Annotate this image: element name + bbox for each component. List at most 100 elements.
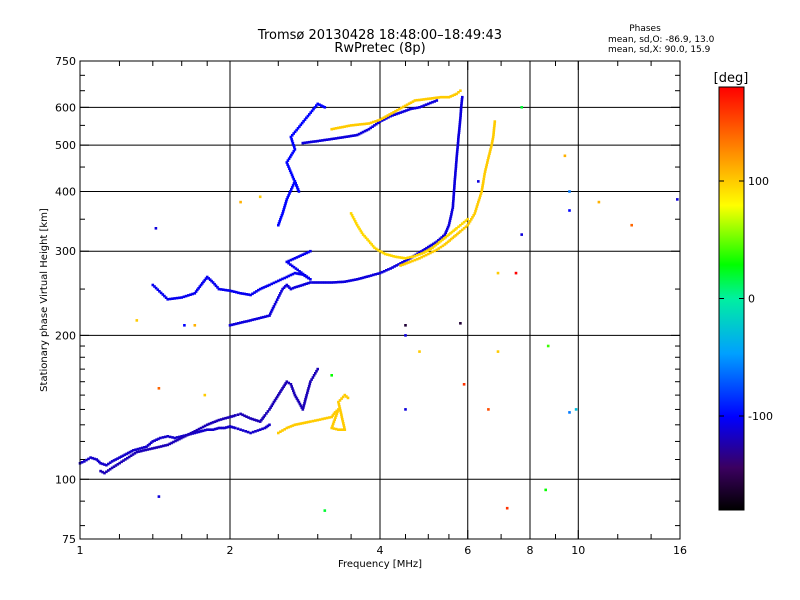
trace-point	[282, 385, 285, 388]
trace-point	[382, 116, 386, 119]
trace-point	[374, 120, 377, 123]
trace-point	[263, 414, 267, 417]
trace-point	[182, 295, 186, 299]
trace-point	[440, 236, 443, 239]
trace-point	[125, 452, 128, 456]
trace-point	[403, 109, 406, 113]
trace-point	[343, 428, 347, 431]
trace-point	[378, 118, 382, 122]
trace-point	[468, 220, 472, 223]
trace-point	[460, 104, 463, 107]
trace-point	[321, 417, 324, 421]
trace-point	[405, 259, 408, 262]
colorbar-tick-label: -100	[748, 410, 773, 423]
trace-point	[457, 133, 460, 137]
trace-point	[401, 263, 404, 267]
trace-point	[297, 422, 301, 426]
trace-point	[358, 227, 361, 231]
trace-point	[286, 159, 290, 162]
trace-point	[251, 318, 254, 322]
trace-point	[358, 123, 362, 126]
trace-point	[216, 286, 219, 289]
trace-point	[334, 137, 338, 140]
trace-point	[328, 138, 331, 141]
trace-point	[290, 186, 294, 189]
trace-point	[209, 428, 213, 431]
trace-point	[148, 447, 152, 451]
trace-point	[372, 273, 375, 277]
trace-point	[309, 111, 312, 114]
trace-point	[393, 113, 396, 116]
trace-point	[480, 190, 483, 193]
trace-point	[314, 419, 317, 422]
trace-point	[234, 322, 238, 326]
trace-point	[349, 124, 353, 127]
trace-point	[289, 263, 292, 266]
trace-point	[311, 281, 315, 284]
trace-point	[180, 436, 183, 440]
scatter-point	[258, 195, 262, 199]
trace-point	[171, 436, 174, 439]
trace-point	[334, 414, 338, 417]
trace-point	[353, 278, 357, 281]
trace-point	[309, 249, 312, 253]
trace-point	[247, 319, 250, 323]
trace-point	[210, 279, 213, 283]
trace-point	[456, 232, 459, 236]
trace-point	[85, 458, 88, 462]
trace-point	[146, 448, 150, 451]
scatter-point	[520, 233, 523, 236]
trace-point	[197, 427, 201, 431]
trace-point	[471, 216, 474, 219]
trace-point	[451, 202, 455, 205]
trace-point	[420, 252, 423, 255]
trace-point	[302, 120, 305, 123]
trace-point	[157, 437, 160, 441]
trace-point	[281, 287, 284, 291]
trace-point	[89, 456, 92, 459]
trace-point	[347, 135, 351, 138]
trace-point	[443, 233, 447, 236]
trace-point	[424, 97, 428, 101]
trace-point	[413, 99, 417, 102]
trace-point	[446, 227, 449, 231]
trace-point	[464, 225, 468, 229]
trace-point	[291, 286, 295, 290]
trace-point	[479, 194, 482, 198]
trace-point	[459, 112, 462, 115]
trace-point	[143, 446, 146, 449]
trace-point	[305, 421, 308, 424]
trace-point	[460, 99, 464, 103]
trace-point	[204, 277, 208, 280]
trace-point	[293, 286, 297, 289]
trace-point	[334, 281, 338, 284]
trace-point	[145, 445, 148, 448]
trace-point	[293, 271, 297, 275]
trace-point	[163, 294, 166, 298]
trace-point	[114, 458, 118, 461]
scatter-point	[514, 271, 518, 275]
trace-point	[369, 274, 373, 277]
x-tick-label: 4	[377, 544, 384, 557]
trace-point	[205, 428, 209, 431]
trace-point	[419, 250, 423, 253]
trace-point	[449, 215, 453, 218]
trace-point	[213, 282, 216, 286]
trace-point	[459, 224, 462, 227]
trace-point	[266, 284, 269, 288]
trace-point	[303, 274, 307, 277]
scatter-point	[239, 200, 242, 204]
trace-point	[277, 222, 281, 225]
trace-point	[421, 249, 425, 252]
trace-point	[277, 431, 280, 435]
trace-point	[492, 129, 496, 132]
trace-point	[390, 112, 393, 115]
trace-point	[116, 457, 119, 460]
trace-point	[435, 99, 439, 102]
trace-point	[318, 103, 321, 106]
trace-point	[303, 141, 307, 145]
trace-point	[254, 430, 257, 433]
trace-point	[290, 139, 294, 143]
trace-point	[418, 257, 421, 260]
trace-point	[472, 214, 475, 217]
